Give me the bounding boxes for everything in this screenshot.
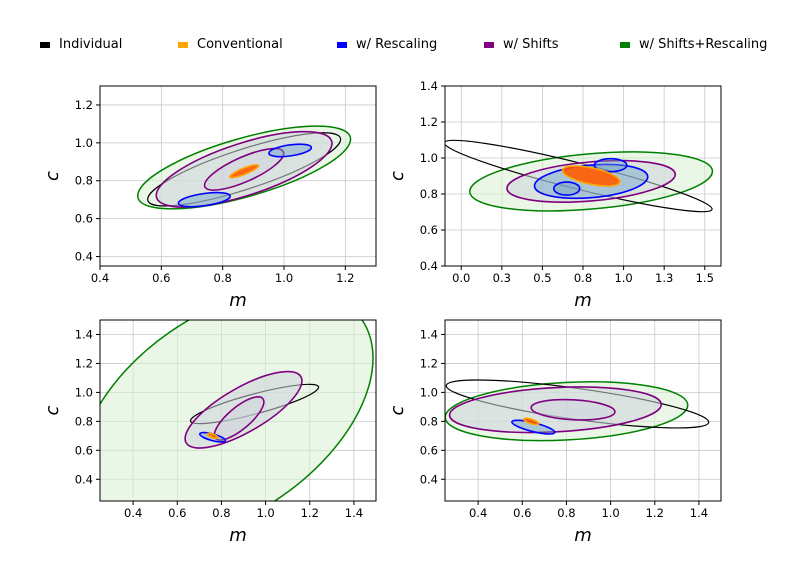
- y-axis-label: c: [42, 171, 63, 181]
- y-tick-label: 1.4: [420, 327, 438, 341]
- x-tick-label: 1.0: [614, 271, 632, 285]
- x-tick-label: 1.4: [345, 506, 363, 520]
- y-tick-label: 0.6: [75, 212, 93, 226]
- y-tick-label: 0.6: [420, 223, 438, 237]
- axes-frame: [99, 319, 377, 502]
- contour-w-rescaling: [177, 191, 231, 208]
- y-tick-label: 0.8: [75, 174, 93, 188]
- x-tick-label: 0.0: [452, 271, 470, 285]
- y-tick-label: 0.4: [420, 472, 438, 486]
- x-tick-label: 1.3: [655, 271, 673, 285]
- legend-label-individual: Individual: [59, 37, 123, 52]
- x-tick-label: 1.2: [646, 506, 664, 520]
- y-axis-label: c: [387, 171, 408, 181]
- y-tick-label: 1.0: [75, 385, 93, 399]
- x-tick-label: 1.5: [696, 271, 714, 285]
- y-tick-label: 0.8: [420, 414, 438, 428]
- x-tick-label: 0.6: [168, 506, 186, 520]
- y-tick-label: 1.2: [420, 356, 438, 370]
- x-tick-label: 0.4: [124, 506, 142, 520]
- legend-swatch-shifts-rescaling: [620, 41, 630, 48]
- x-axis-label: m: [574, 290, 592, 311]
- x-axis-label: m: [229, 290, 247, 311]
- legend-swatch-conventional: [178, 41, 188, 48]
- contour-w-rescaling: [593, 157, 628, 173]
- contour-conventional: [561, 165, 621, 187]
- axes-frame: [444, 319, 722, 502]
- x-tick-label: 0.8: [212, 506, 230, 520]
- y-tick-label: 1.4: [420, 79, 438, 93]
- legend-label-shifts: w/ Shifts: [503, 37, 559, 52]
- x-tick-label: 1.2: [336, 271, 354, 285]
- contour-w-rescaling: [268, 143, 313, 158]
- x-axis-label: m: [229, 525, 247, 546]
- x-tick-label: 0.4: [469, 506, 487, 520]
- y-tick-label: 1.2: [420, 115, 438, 129]
- y-tick-label: 0.8: [75, 414, 93, 428]
- y-tick-label: 0.6: [420, 443, 438, 457]
- x-tick-label: 1.0: [275, 271, 293, 285]
- x-tick-label: 1.4: [690, 506, 708, 520]
- contours: [100, 320, 374, 501]
- y-tick-label: 0.4: [420, 259, 438, 273]
- y-tick-label: 0.4: [75, 250, 93, 264]
- x-tick-label: 1.0: [601, 506, 619, 520]
- contour-conventional: [206, 432, 219, 440]
- y-tick-label: 0.4: [75, 472, 93, 486]
- chart-panel-1: 0.4 0.6 0.8 1.0 1.2 0.4 0.6 0.8 1.0 1.2 m c: [42, 85, 377, 311]
- legend-label-shifts-rescaling: w/ Shifts+Rescaling: [639, 37, 768, 52]
- legend-swatch-individual: [40, 41, 50, 48]
- legend-item-shifts-rescaling: w/ Shifts+Rescaling: [620, 37, 767, 52]
- x-tick-label: 0.8: [574, 271, 592, 285]
- y-tick-label: 1.4: [75, 327, 93, 341]
- axes-frame: [99, 85, 377, 267]
- x-tick-label: 0.4: [91, 271, 109, 285]
- y-tick-label: 0.8: [420, 187, 438, 201]
- legend-swatch-shifts: [484, 41, 494, 48]
- y-axis-label: c: [42, 405, 63, 415]
- y-tick-label: 0.6: [75, 443, 93, 457]
- x-tick-label: 0.8: [557, 506, 575, 520]
- legend-item-rescaling: w/ Rescaling: [337, 37, 437, 52]
- chart-panel-3: 0.4 0.6 0.8 1.0 1.2 1.4 0.4 0.6 0.8 1.0 1.2 1.4 m c: [42, 319, 377, 546]
- contour-conventional: [229, 164, 260, 179]
- x-tick-label: 0.6: [152, 271, 170, 285]
- legend-label-conventional: Conventional: [197, 37, 283, 52]
- chart-panel-2: 0.0 0.3 0.5 0.8 1.0 1.3 1.5 0.4 0.6 0.8 1.0 1.2 1.4 m…: [387, 79, 722, 311]
- legend-label-rescaling: w/ Rescaling: [356, 37, 438, 52]
- contour-conventional: [522, 417, 540, 426]
- x-tick-label: 0.3: [493, 271, 511, 285]
- contour-w-shifts: [530, 398, 616, 421]
- y-tick-label: 1.2: [75, 356, 93, 370]
- y-tick-label: 1.0: [420, 385, 438, 399]
- chart-panel-4: 0.4 0.6 0.8 1.0 1.2 1.4 0.4 0.6 0.8 1.0 1.2 1.4 m c: [387, 319, 722, 546]
- y-tick-label: 1.0: [420, 151, 438, 165]
- legend: Individual Conventional w/ Rescaling w/ …: [40, 37, 790, 55]
- x-tick-label: 1.2: [301, 506, 319, 520]
- y-tick-label: 1.0: [75, 136, 93, 150]
- x-axis-label: m: [574, 525, 592, 546]
- contours: [445, 139, 714, 213]
- x-tick-label: 1.0: [256, 506, 274, 520]
- legend-swatch-rescaling: [337, 41, 347, 48]
- x-tick-label: 0.6: [513, 506, 531, 520]
- legend-item-individual: Individual: [40, 37, 122, 52]
- legend-item-conventional: Conventional: [178, 37, 283, 52]
- contour-w-rescaling: [552, 181, 581, 196]
- y-axis-label: c: [387, 405, 408, 415]
- x-tick-label: 0.8: [214, 271, 232, 285]
- contours: [445, 379, 710, 442]
- y-tick-label: 1.2: [75, 98, 93, 112]
- contours: [136, 125, 352, 210]
- legend-item-shifts: w/ Shifts: [484, 37, 558, 52]
- x-tick-label: 0.5: [533, 271, 551, 285]
